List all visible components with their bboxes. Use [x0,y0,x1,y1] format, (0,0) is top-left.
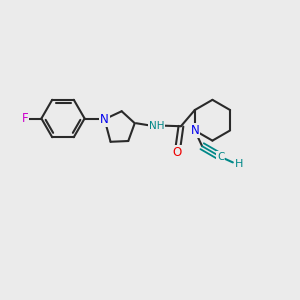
Text: C: C [217,152,224,162]
Text: O: O [173,146,182,158]
Text: N: N [190,124,199,137]
Text: F: F [22,112,28,125]
Text: N: N [100,113,109,126]
Text: H: H [235,159,244,169]
Text: NH: NH [148,121,164,130]
